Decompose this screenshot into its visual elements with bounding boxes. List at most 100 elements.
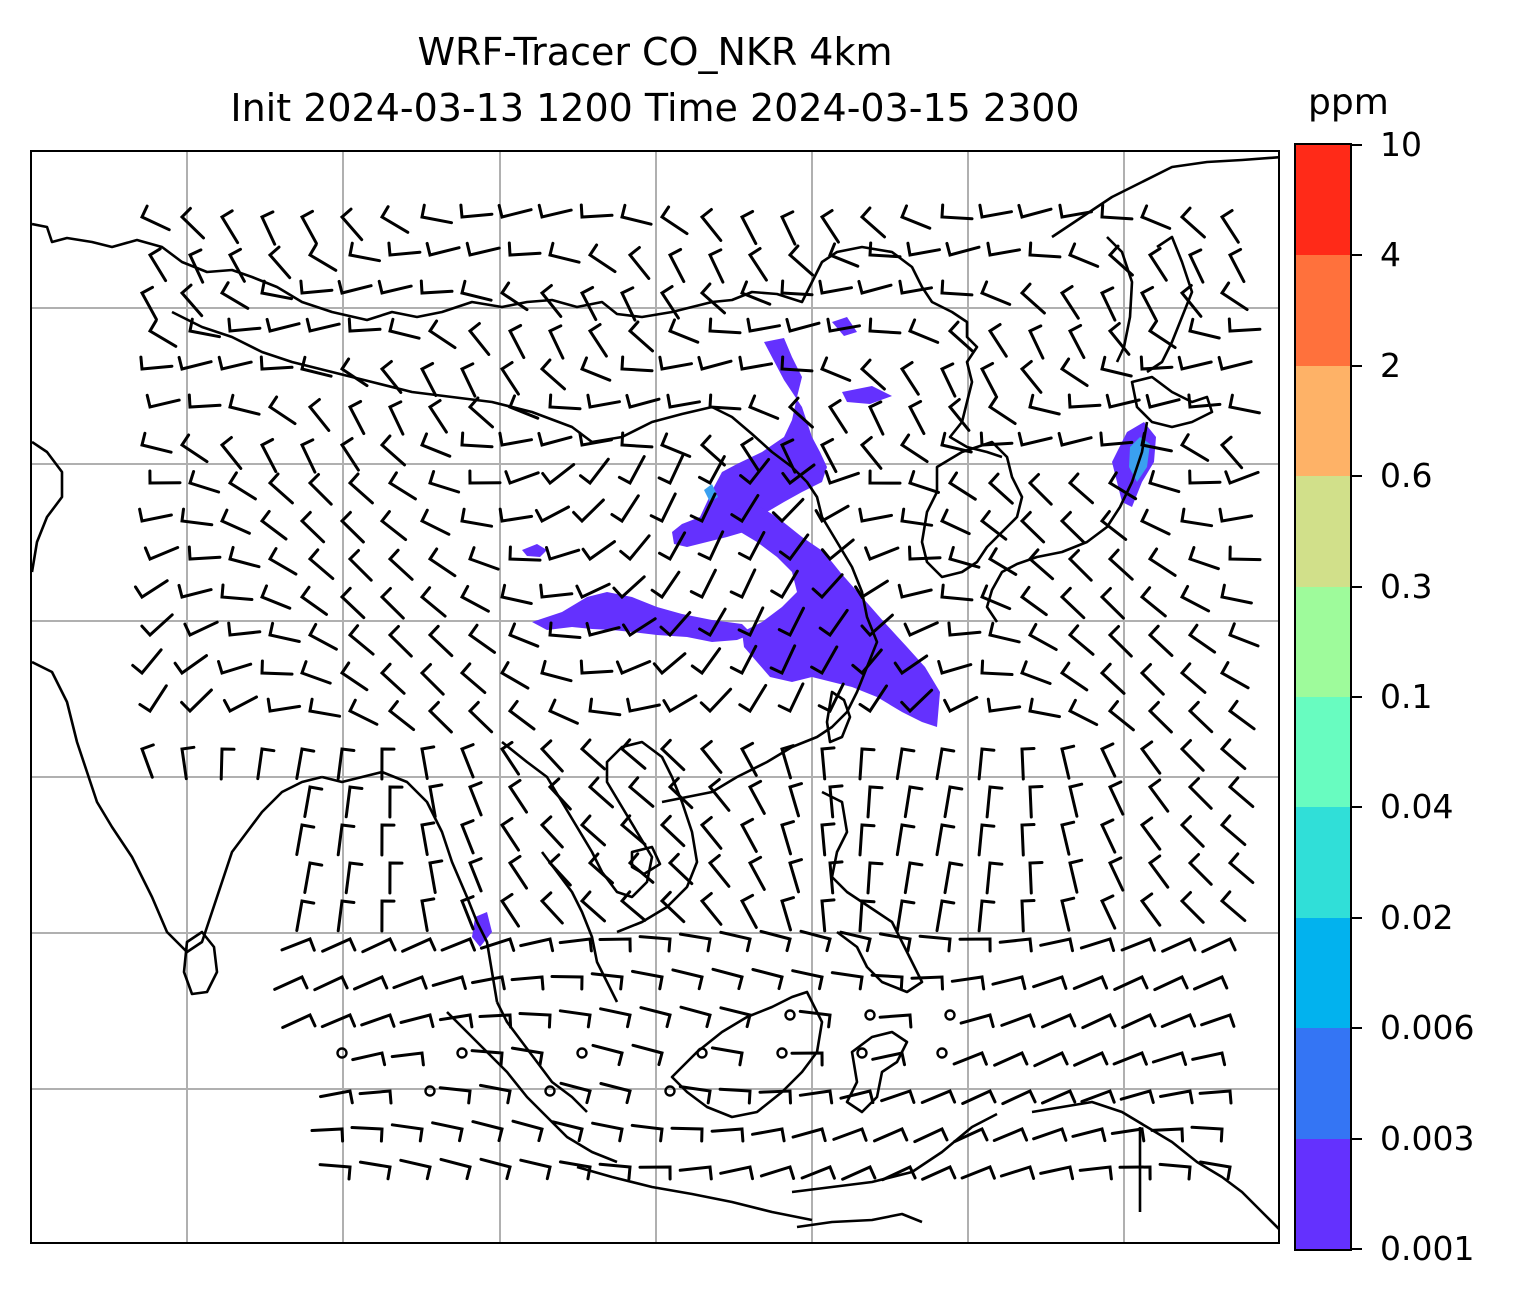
wind-barb xyxy=(468,781,483,817)
wind-barb xyxy=(992,1127,1029,1142)
wind-barb xyxy=(1108,856,1125,892)
colorbar-segment xyxy=(1296,255,1350,367)
wind-barb xyxy=(1139,740,1162,775)
wind-barb xyxy=(588,697,622,717)
wind-barb xyxy=(820,356,852,382)
wind-barb xyxy=(500,583,533,605)
wind-barb xyxy=(679,1005,712,1029)
wind-barb xyxy=(779,438,797,474)
wind-barb xyxy=(578,431,613,447)
wind-barb xyxy=(518,1012,552,1029)
wind-barb xyxy=(780,355,814,373)
wind-barb xyxy=(1057,431,1093,447)
wind-barb xyxy=(612,575,646,600)
wind-barb xyxy=(438,1013,474,1029)
wind-barb xyxy=(1147,319,1177,349)
wind-barb xyxy=(937,660,973,675)
wind-barb xyxy=(347,698,379,726)
wind-barb xyxy=(921,1165,957,1181)
wind-barb xyxy=(586,393,621,409)
wind-barb xyxy=(977,747,996,781)
wind-barb xyxy=(980,584,1012,611)
wind-barb xyxy=(719,930,752,953)
wind-barb xyxy=(987,472,1014,505)
wind-barb xyxy=(631,1043,664,1067)
wind-barb xyxy=(467,623,496,654)
wind-barb xyxy=(387,548,414,581)
wind-barb xyxy=(460,895,475,931)
wind-barb xyxy=(1198,1160,1232,1181)
wind-barb xyxy=(300,438,317,474)
wind-barb xyxy=(579,890,606,923)
wind-barb xyxy=(1000,1013,1036,1028)
colorbar-tick xyxy=(1352,1027,1362,1030)
wind-barb xyxy=(1100,818,1117,854)
wind-barb xyxy=(350,1126,384,1143)
wind-barb xyxy=(698,607,727,638)
wind-barb xyxy=(670,1126,704,1143)
wind-barb xyxy=(379,510,408,542)
wind-barb xyxy=(899,433,929,463)
wind-barb xyxy=(1219,738,1247,770)
wind-barb xyxy=(467,700,494,734)
wind-barb xyxy=(626,697,661,713)
colorbar-segment xyxy=(1296,1028,1350,1140)
wind-barb xyxy=(147,247,168,283)
wind-barb xyxy=(1068,858,1084,894)
wind-barb xyxy=(344,785,364,819)
wind-barb xyxy=(707,778,731,812)
colorbar-segment xyxy=(1296,697,1350,808)
wind-barb xyxy=(739,437,760,472)
wind-barb xyxy=(788,782,803,818)
wind-barb xyxy=(689,568,717,600)
wind-barb xyxy=(1188,317,1221,340)
colorbar-segment xyxy=(1296,1138,1350,1250)
wind-barb xyxy=(690,647,722,676)
wind-barb xyxy=(468,469,502,485)
colorbar-segment xyxy=(1296,807,1350,919)
wind-barb xyxy=(1039,1165,1075,1181)
wind-barb xyxy=(498,507,534,523)
wind-barb xyxy=(751,1127,786,1143)
wind-barb xyxy=(551,1120,584,1143)
wind-barb xyxy=(979,361,998,398)
wind-barb xyxy=(339,510,365,544)
wind-barb xyxy=(659,738,686,772)
wind-barb xyxy=(739,457,771,486)
wind-barb xyxy=(1027,548,1055,581)
wind-barb xyxy=(499,281,529,312)
wind-barb xyxy=(1187,248,1205,284)
wind-barb xyxy=(747,247,768,282)
wind-barb xyxy=(591,1043,624,1067)
colorbar-tick xyxy=(1352,254,1362,257)
map-panel[interactable] xyxy=(30,150,1280,1244)
wind-barb xyxy=(738,683,768,714)
wind-barb xyxy=(1107,471,1138,501)
wind-barb xyxy=(627,320,654,353)
wind-barb xyxy=(1190,1125,1224,1143)
map-canvas xyxy=(32,152,1278,1242)
wind-barb xyxy=(943,861,964,895)
wind-barb xyxy=(347,624,375,656)
wind-barb xyxy=(1179,206,1206,239)
wind-barb xyxy=(295,747,316,780)
wind-barb xyxy=(649,492,677,524)
wind-barb xyxy=(219,281,250,310)
wind-barb xyxy=(479,1083,512,1105)
wind-barb xyxy=(658,531,687,562)
wind-barb xyxy=(781,463,816,486)
wind-barb xyxy=(998,937,1033,953)
wind-barb xyxy=(227,317,262,333)
wind-barb xyxy=(351,1051,387,1067)
wind-barb xyxy=(539,358,566,391)
wind-barb xyxy=(678,932,712,953)
colorbar-tick xyxy=(1352,696,1362,698)
wind-barb xyxy=(619,738,647,770)
wind-barb xyxy=(910,975,944,991)
wind-barb xyxy=(339,207,364,242)
wind-barb xyxy=(336,747,356,781)
wind-barb xyxy=(878,932,912,953)
wind-barb xyxy=(1147,854,1170,889)
wind-barb xyxy=(828,784,844,819)
wind-barb xyxy=(1059,661,1089,692)
